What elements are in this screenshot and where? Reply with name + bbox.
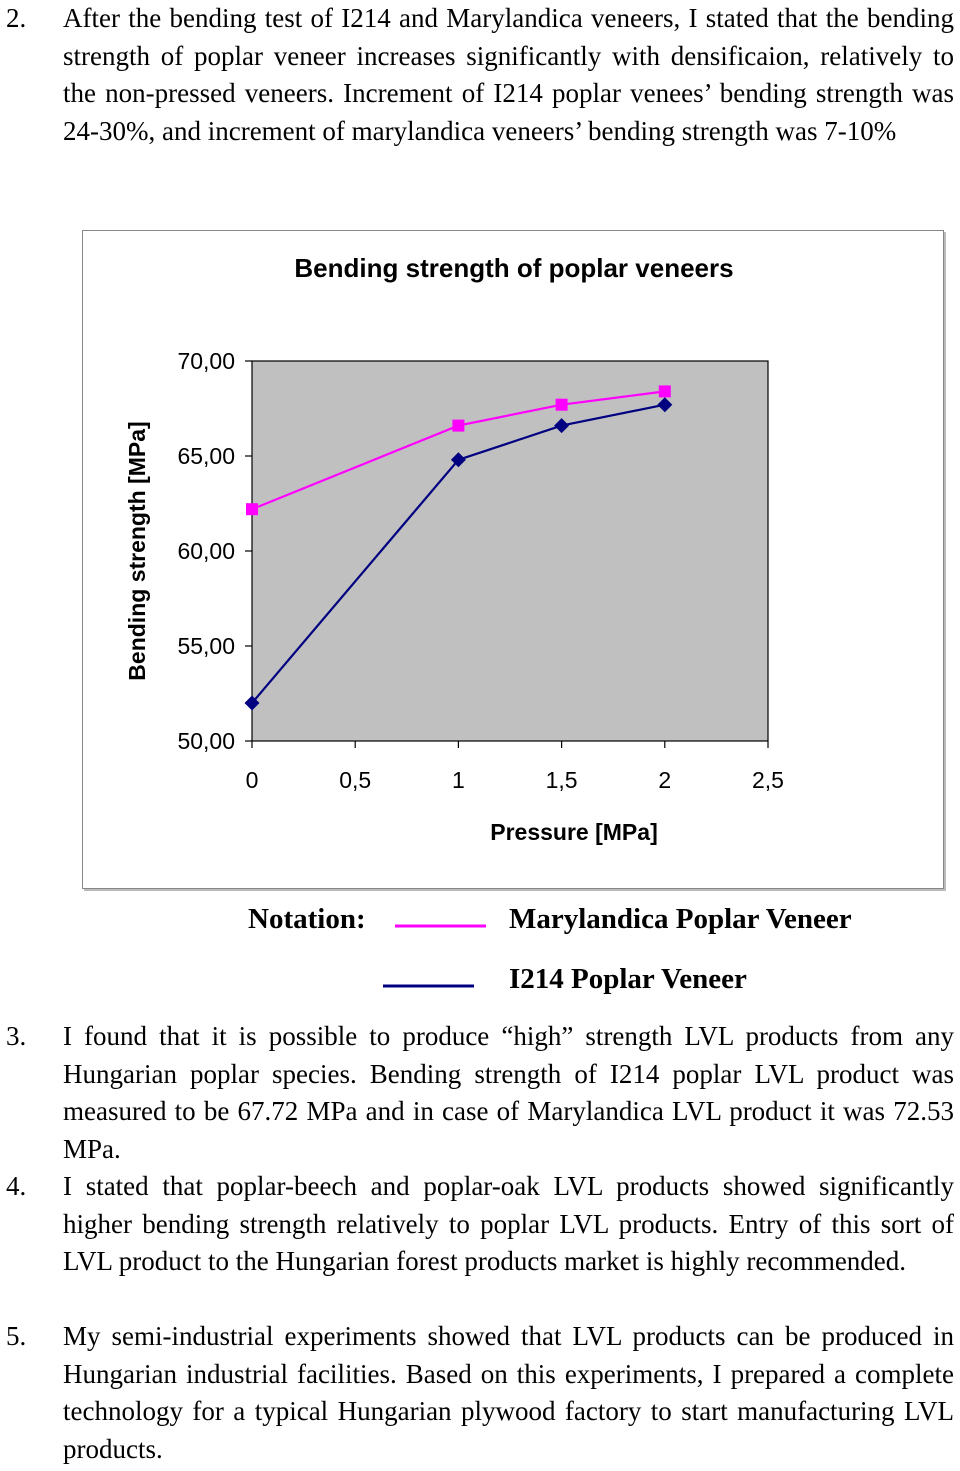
plot-area [251,360,769,742]
chart-title: Bending strength of poplar veneers [294,253,733,283]
x-tick-label: 0,5 [339,767,371,793]
paragraph-text: My semi-industrial experiments showed th… [63,1321,954,1464]
data-point-square [452,419,465,432]
chart-frame: Bending strength of poplar veneers 70,00… [82,230,944,889]
y-tick-label: 50,00 [177,728,235,754]
paragraph-number: 2. [6,3,27,33]
y-tick-label: 55,00 [177,633,235,659]
paragraph-number: 5. [6,1321,27,1351]
paragraph-text: I found that it is possible to produce “… [63,1021,954,1164]
legend-label-marylandica: Marylandica Poplar Veneer [509,903,852,935]
data-point-diamond [554,418,570,434]
series-line-0 [251,390,665,511]
legend-label-i214: I214 Poplar Veneer [509,963,747,995]
x-tick-label: 2,5 [752,767,784,793]
data-point-square [555,398,568,411]
paragraph-number: 3. [6,1021,27,1051]
paragraph-number: 4. [6,1171,27,1201]
x-tick-label: 2 [658,767,671,793]
legend-lines [383,924,486,988]
series-line-1 [251,403,666,704]
data-point-diamond [657,397,673,413]
axes-layer: 70,00 65,00 60,00 55,00 50,00 0 0,5 1 1,5 2 2,5 [177,348,784,793]
y-axis-label: Bending strength [MPa] [124,421,150,680]
y-tick-label: 60,00 [177,538,235,564]
data-point-square [246,503,258,516]
x-tick-label: 1,5 [546,767,578,793]
data-point-diamond [450,452,466,468]
series-layer [244,385,673,711]
notation-label: Notation: [248,903,366,935]
paragraph-text: I stated that poplar-beech and poplar-oa… [63,1171,954,1276]
x-axis-label: Pressure [MPa] [490,819,657,845]
x-tick-label: 0 [246,767,259,793]
data-point-diamond [244,695,260,711]
x-tick-label: 1 [452,767,465,793]
paragraph-text: After the bending test of I214 and Maryl… [63,3,954,146]
y-tick-label: 65,00 [177,443,235,469]
bending-strength-chart: Bending strength of poplar veneers 70,00… [124,253,784,845]
y-tick-label: 70,00 [177,348,235,374]
data-point-square [658,385,671,398]
